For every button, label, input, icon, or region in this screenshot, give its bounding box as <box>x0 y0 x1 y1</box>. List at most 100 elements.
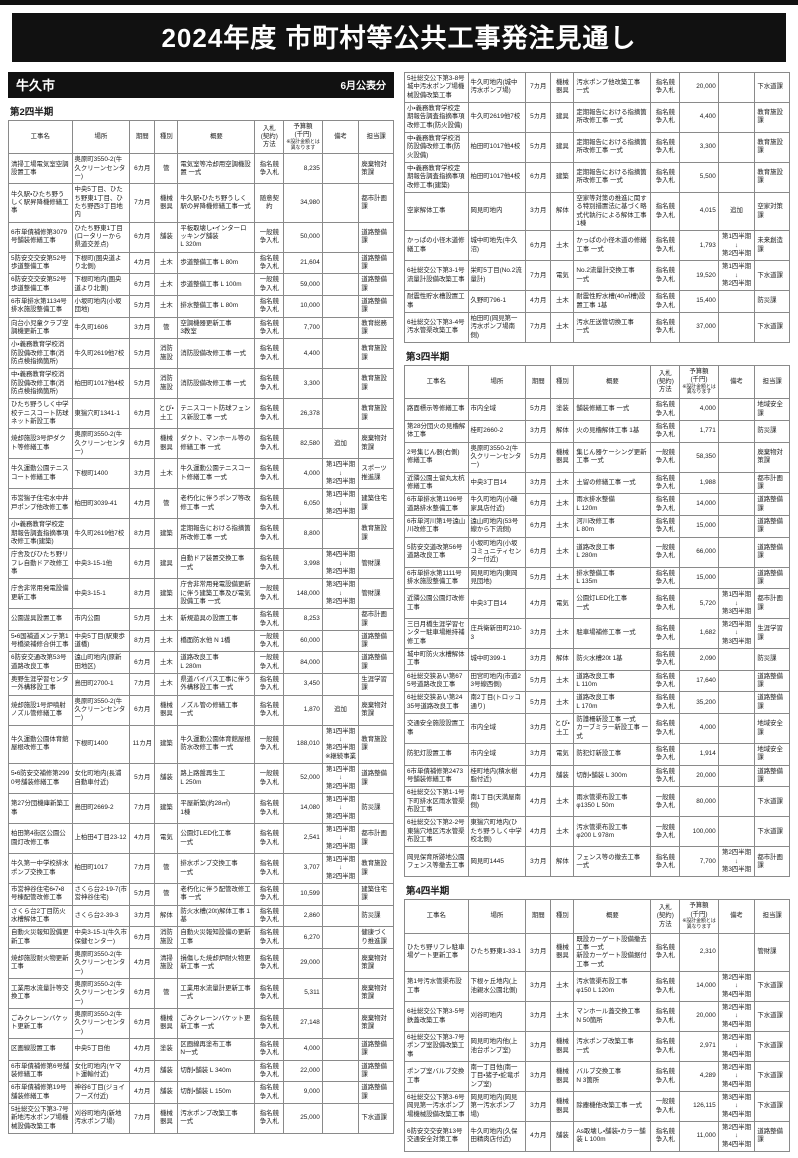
table-row: 向台小児童クラブ空調機更新工事 牛久町1606 3カ月管空調機器更新工事 3教室 指名… <box>8 316 394 340</box>
cell-project-name: 焼却施設耐火物更新工事 <box>8 948 73 979</box>
cell-bid-method: 一般競争入札 <box>254 724 285 765</box>
cell-location: 中央3丁目14 <box>467 588 527 620</box>
cell-location: 刈谷町地内 <box>467 1001 527 1033</box>
cell-overview: 汚水ポンプ改築工事 一式 <box>573 1031 652 1063</box>
cell-department: 廃棄物対策課 <box>358 428 394 460</box>
cell-department: 下水道課 <box>754 786 790 818</box>
cell-project-name: 5・6国補道メンテ第1号橋梁補修合併工事 <box>8 629 73 653</box>
cell-overview: 切削・舗装 L 150m <box>177 1081 256 1104</box>
cell-remarks: 第3四半期 ↓ 第2四半期 <box>321 578 360 610</box>
cell-overview: 駐車場補修工事 一式 <box>573 618 652 650</box>
cell-project-name: 近隣公園公園灯改修工事 <box>404 588 469 620</box>
cell-location: 東猯穴町地内(ひたち野うしく中学校北側) <box>467 816 527 848</box>
cell-budget: 80,000 <box>679 786 719 818</box>
cell-budget: 66,000 <box>679 536 719 568</box>
cell-period: 6カ月 <box>129 153 156 185</box>
cell-remarks: 第4四半期 ↓ 第2四半期 <box>321 548 360 580</box>
cell-budget: 9,000 <box>283 1081 323 1104</box>
cell-department: 教育施設課 <box>358 368 394 400</box>
cell-remarks <box>717 514 756 538</box>
cell-overview: 雨水排水整備 L 120m <box>573 493 652 516</box>
cell-budget: 1,793 <box>679 230 719 262</box>
cell-project-name: 防犯灯設置工事 <box>404 743 469 766</box>
municipality-name: 牛久市 <box>16 78 56 93</box>
cell-budget: 3,707 <box>283 853 323 885</box>
section-label-q3: 第3四半期 <box>406 351 450 363</box>
cell-location: 岡見町地内(岡見第一汚水ポンプ場) <box>467 1091 527 1122</box>
budget-note: ※設計金額とは異なります <box>682 919 716 930</box>
table-row: 岡見保育所跡地公園フェンス等撤去工事 岡見町1445 3カ月 解体 フェンス等の撤去工事… <box>404 846 790 878</box>
cell-remarks: 第2四半期 ↓ 第3四半期 <box>717 846 756 878</box>
cell-location: さくら台2-39-3 <box>71 904 131 928</box>
cell-budget: 1,988 <box>679 471 719 495</box>
cell-department: 都市計画課 <box>754 846 790 878</box>
cell-overview: 庁舎非常用発電設備更新に伴う建築工事及び電気設備工事 一式 <box>177 578 256 610</box>
cell-type: 土木 <box>154 295 179 318</box>
cell-type: 機械器具 <box>154 1102 179 1134</box>
cell-budget: 4,000 <box>283 1037 323 1061</box>
cell-period: 6カ月 <box>525 536 552 568</box>
cell-period: 4カ月 <box>129 488 156 520</box>
cell-remarks <box>321 904 360 928</box>
cell-overview: 定期報告における指摘箇所改修工事 一式 <box>573 131 652 163</box>
cell-overview: 自動ドア装置交換工事 一式 <box>177 548 256 580</box>
table-row: 6防安交通改第53号道路改良工事 遠山町地内(原新田地区) 6カ月 土木 道路改良工事 … <box>8 651 394 675</box>
cell-period: 4カ月 <box>525 786 552 818</box>
cell-budget: 4,000 <box>679 398 719 421</box>
cell-budget: 29,000 <box>283 948 323 979</box>
table-row: 6防安交交安第52号歩道整備工事 下根町地内(圏央道より北側) 6カ月 土木 歩道整備工… <box>8 273 394 296</box>
cell-location: 岡見町地内 <box>467 191 527 232</box>
cell-location: 市内全域 <box>467 398 527 421</box>
cell-department: 教育施設課 <box>754 161 790 193</box>
cell-project-name: 牛久運動公園テニスコート修繕工事 <box>8 458 73 490</box>
cell-budget: 8,235 <box>283 153 323 185</box>
cell-budget: 14,080 <box>283 793 323 825</box>
table-row: 6市単河川第1号遠山川改修工事 遠山町地内(53号線から下流側) 6カ月 土木 河川改修… <box>404 514 790 538</box>
cell-remarks: 第2四半期 ↓ 第3四半期 <box>717 618 756 650</box>
cell-period: 5カ月 <box>129 368 156 400</box>
table-row: かっぱの小径木道修繕工事 城中町地先(牛久沼) 6カ月 土木 かっぱの小径木道の修繕工事… <box>404 230 790 262</box>
cell-department: 下水道課 <box>754 72 790 103</box>
cell-budget: 10,599 <box>283 883 323 906</box>
table-row: 6社総交狭あい第2435号道路改良工事 南2丁目(トロッコ通り) 5カ月 土木 道路改良… <box>404 691 790 715</box>
cell-bid-method: 指名競争入札 <box>254 548 285 580</box>
cell-remarks <box>321 251 360 275</box>
cell-location: ひたち野東1丁目(ロータリーから県道交差点) <box>71 221 131 253</box>
table-row: 第1号汚水管渠布設工事 下根ヶ丘地内(上池親水公園北側) 3カ月 土木 汚水管渠布設工事… <box>404 971 790 1003</box>
cell-bid-method: 指名競争入札 <box>650 713 681 745</box>
cell-type: 機械器具 <box>550 441 575 473</box>
municipality-bar: 牛久市 6月公表分 <box>8 72 394 98</box>
cell-location: 中央3-15-1(牛久市保健センター) <box>71 926 131 949</box>
cell-period: 3カ月 <box>525 1061 552 1093</box>
header-row: 工事名 場所 期間 種別 概要 入札 (契約) 方法 予算額 (千円) ※設計金額とは異なり… <box>404 364 790 400</box>
cell-location: 下根町1400 <box>71 724 131 765</box>
cell-period: 4カ月 <box>525 764 552 788</box>
cell-bid-method: 一般競争入札 <box>650 1091 681 1122</box>
cell-bid-method: 指名競争入札 <box>650 764 681 788</box>
cell-type: 解体 <box>550 191 575 232</box>
cell-type: 土木 <box>550 566 575 590</box>
table-row: 路面標示等修繕工事 市内全域 5カ月 塗装 舗装修繕工事 一式 指名競争入札 4,000 地域… <box>404 398 790 421</box>
cell-bid-method: 指名競争入札 <box>254 1059 285 1083</box>
cell-department: 道路整備課 <box>754 493 790 516</box>
cell-overview: 道路改良工事 L 280m <box>573 536 652 568</box>
cell-project-name: 向台小児童クラブ空調機更新工事 <box>8 316 73 340</box>
cell-remarks <box>321 1037 360 1061</box>
cell-overview: 防犯灯新設工事 <box>573 743 652 766</box>
cell-location: 奥原町3550-2(牛久クリーンセンター) <box>71 694 131 726</box>
cell-remarks <box>321 1007 360 1039</box>
cell-location: 久野町796-1 <box>467 290 527 313</box>
cell-department: 下水道課 <box>754 1031 790 1063</box>
cell-type: 土木 <box>154 251 179 275</box>
cell-type: 建具 <box>154 548 179 580</box>
cell-overview: 道路改良工事 L 280m <box>177 651 256 675</box>
q3-table: 工事名 場所 期間 種別 概要 入札 (契約) 方法 予算額 (千円) ※設計金額とは異なり… <box>404 364 790 878</box>
table-row: 6市単排水第1196号道路排水整備工事 牛久町地内(小磯家具店付近) 6カ月 土木 雨水… <box>404 493 790 516</box>
cell-project-name: ひたち野リフレ駐車場ゲート更新工事 <box>404 932 469 973</box>
cell-type: 建築 <box>154 578 179 610</box>
table-row: 5社総交公下第3-7号新地汚水ポンプ場機械設備改築工事 刈谷町地内(新地汚水ポンプ… <box>8 1102 394 1134</box>
cell-type: 塗装 <box>154 1037 179 1061</box>
cell-period: 7カ月 <box>129 183 156 223</box>
cell-department: 建築住宅課 <box>358 883 394 906</box>
cell-remarks <box>717 743 756 766</box>
